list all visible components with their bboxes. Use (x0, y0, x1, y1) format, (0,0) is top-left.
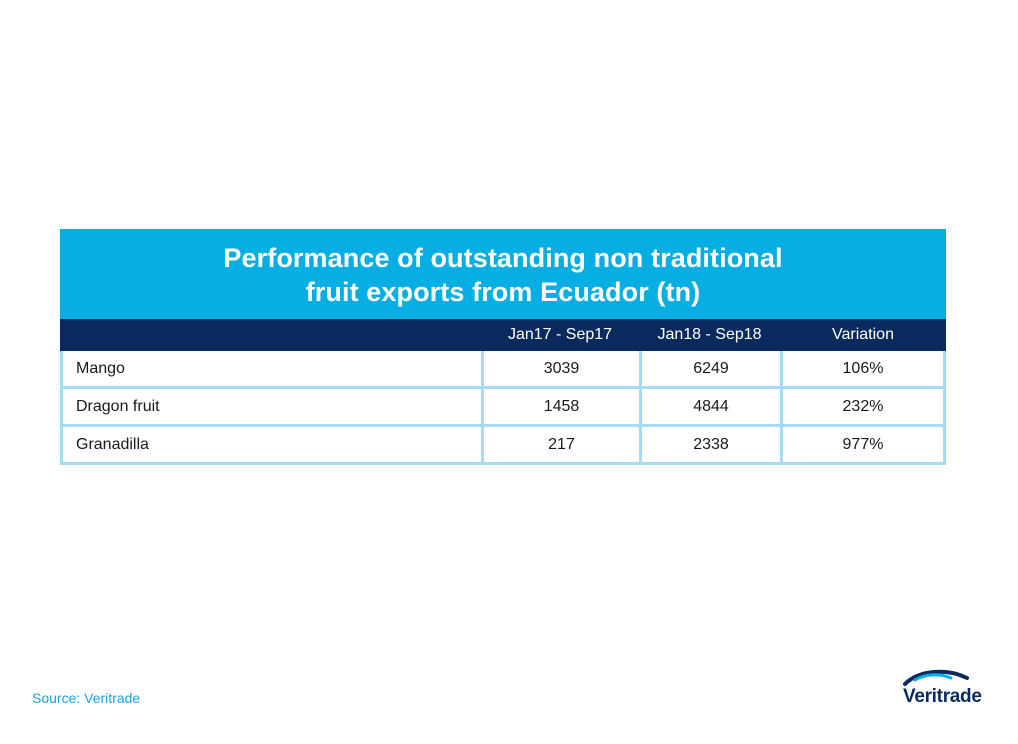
cell-jan18-sep18: 4844 (639, 389, 780, 424)
cell-variation: 977% (780, 427, 943, 462)
table-row-dragon-fruit: Dragon fruit 1458 4844 232% (63, 389, 943, 427)
exports-table: Performance of outstanding non tradition… (60, 229, 946, 465)
table-header-row: Jan17 - Sep17 Jan18 - Sep18 Variation (60, 319, 946, 351)
table-body: Mango 3039 6249 106% Dragon fruit 1458 4… (60, 351, 946, 465)
table-title-line-1: Performance of outstanding non tradition… (223, 243, 783, 273)
cell-jan17-sep17: 1458 (481, 389, 639, 424)
table-title-line-2: fruit exports from Ecuador (tn) (305, 277, 701, 307)
logo-text: Veritrade (903, 686, 982, 707)
cell-jan17-sep17: 217 (481, 427, 639, 462)
veritrade-logo: Veritrade (899, 668, 989, 712)
header-cell-jan17-sep17: Jan17 - Sep17 (507, 326, 613, 343)
cell-jan18-sep18: 6249 (639, 351, 780, 386)
table-row-granadilla: Granadilla 217 2338 977% (63, 427, 943, 462)
cell-variation: 106% (780, 351, 943, 386)
cell-jan18-sep18: 2338 (639, 427, 780, 462)
row-label: Granadilla (76, 435, 149, 453)
row-label: Mango (76, 359, 125, 377)
table-title: Performance of outstanding non tradition… (60, 229, 946, 319)
cell-variation: 232% (780, 389, 943, 424)
table-row-mango: Mango 3039 6249 106% (63, 351, 943, 389)
cell-jan17-sep17: 3039 (481, 351, 639, 386)
source-note: Source: Veritrade (32, 690, 141, 706)
header-cell-jan18-sep18: Jan18 - Sep18 (657, 326, 762, 343)
row-label: Dragon fruit (76, 397, 160, 415)
veritrade-swoosh-icon (903, 669, 969, 686)
header-cell-variation: Variation (832, 326, 894, 343)
